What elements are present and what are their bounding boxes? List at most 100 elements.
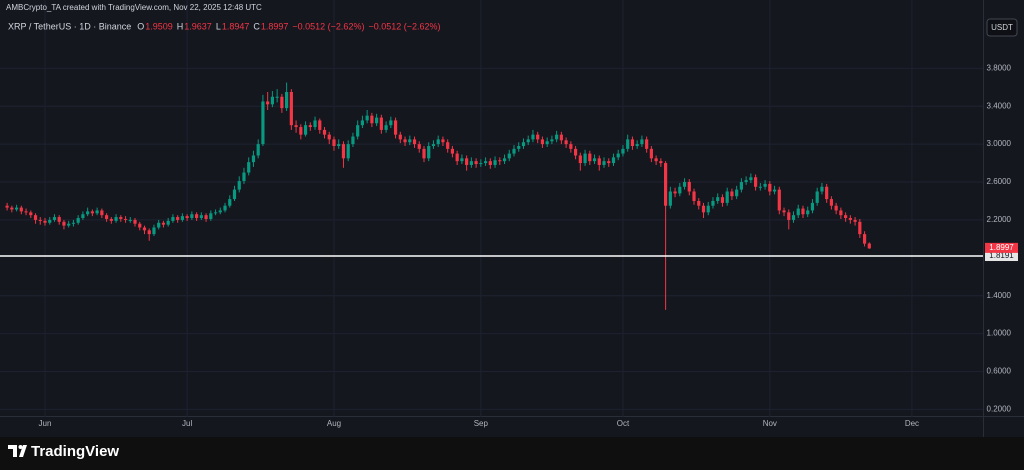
candle-body [853,219,857,222]
candle-body [578,155,582,164]
candle-body [266,101,270,105]
candle-body [820,186,824,192]
candle-body [450,148,455,154]
candle-body [483,161,488,164]
candle-body [507,153,511,159]
candle-body [659,161,663,164]
candle-body [104,215,109,219]
chart-background [0,0,1024,437]
candle-body [242,172,246,182]
candle-body [232,189,237,200]
candle-body [389,120,393,126]
last-price-label: 1.8997 [989,243,1014,252]
candle-body [692,191,696,201]
candle-body [422,148,426,159]
candle-body [81,214,85,219]
candle-body [768,183,772,192]
candle-body [474,161,478,165]
candle-body [787,212,791,220]
candle-body [375,117,379,124]
candle-body [493,160,497,165]
legend-change: −0.0512 (−2.62%) [292,21,364,31]
candle-body [86,211,90,215]
candle-body [337,144,341,147]
candle-body [67,223,71,226]
candle-body [52,217,57,220]
candle-body [455,153,459,162]
candle-body [564,140,568,145]
candle-body [33,215,38,220]
candle-body [844,215,848,219]
currency[interactable]: USDT [991,23,1013,32]
price-line-label: 1.8191 [989,251,1014,260]
x-tick-label: Jul [182,419,192,428]
candle-body [668,191,672,206]
y-tick-label: 3.4000 [987,101,1012,110]
candle-body [725,191,729,203]
y-tick-label: 0.6000 [987,367,1012,376]
candle-body [441,139,445,143]
candle-body [123,218,128,220]
candle-body [5,205,9,208]
x-tick-label: Sep [474,419,489,428]
candle-body [427,146,431,159]
candle-body [517,146,521,149]
candle-body [270,96,274,105]
candle-body [308,125,312,128]
legend-value: 1.8947 [222,21,250,31]
candle-body [602,161,606,165]
candle-body [95,210,99,214]
candle-body [14,207,19,210]
currency-button[interactable] [986,18,1018,37]
candle-body [498,160,502,162]
candle-body [142,227,147,231]
candle-body [829,199,834,206]
candle-body [682,182,687,187]
candle-body [521,142,526,147]
candle-body [114,217,118,221]
candle-body [744,180,748,183]
candle-body [313,120,317,128]
candle-body [801,208,805,215]
candle-body [706,205,710,213]
candle-body [204,215,208,219]
candle-body [488,161,492,165]
candle-body [237,181,241,190]
candle-body [645,139,649,149]
candle-body [90,211,94,214]
candle-body [251,155,256,163]
candle-body [791,215,796,220]
candle-body [848,218,852,220]
candle-body [749,177,753,181]
x-tick-label: Oct [617,419,630,428]
y-tick-label: 2.2000 [987,215,1012,224]
candle-body [403,139,407,143]
candle-body [256,144,260,156]
candle-body [621,148,625,154]
candle-body [654,158,658,162]
candle-body [289,92,293,126]
candle-body [782,210,786,213]
candle-body [754,177,758,187]
candle-body [299,127,303,135]
candle-body [379,117,383,130]
candle-body [540,139,545,145]
last-price-tag [985,242,1018,253]
candle-body [678,186,682,194]
candle-body [607,161,611,164]
candle-body [213,212,218,214]
candle-body [147,230,151,235]
candle-body [351,136,355,145]
x-tick-label: Jun [39,419,52,428]
candle-body [559,134,563,141]
candle-body [133,219,137,224]
candle-body [166,220,170,225]
candle-body [640,139,644,145]
candle-body [408,139,412,143]
candle-body [720,197,725,203]
candle-body [550,139,554,142]
candle-body [223,205,227,211]
candle-body [739,182,743,190]
candle-body [261,101,265,145]
